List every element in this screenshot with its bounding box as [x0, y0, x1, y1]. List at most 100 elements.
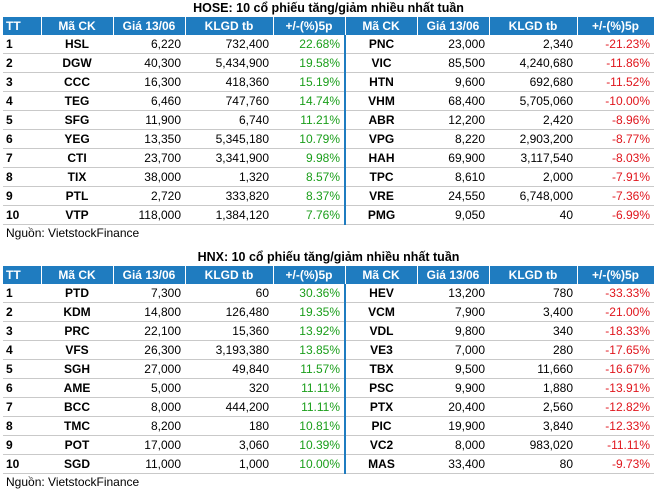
table-row: 9 PTL 2,720 333,820 8.37% VRE 24,550 6,748,000-… [3, 186, 654, 206]
up-change-pct: 8.37% [273, 186, 345, 206]
header-dn-vol: KLGD tb [489, 17, 578, 35]
down-ticker: PTX [344, 397, 417, 417]
down-volume: 80 [489, 454, 577, 474]
down-volume: 2,903,200 [489, 129, 577, 149]
up-ticker: PRC [41, 321, 113, 341]
up-ticker: CCC [41, 72, 113, 92]
up-price: 40,300 [113, 53, 185, 73]
down-volume: 340 [489, 321, 577, 341]
header-up-price: Giá 13/06 [113, 17, 186, 35]
row-tt: 8 [3, 416, 41, 436]
up-price: 6,220 [113, 35, 185, 54]
down-volume: 2,560 [489, 397, 577, 417]
up-ticker: BCC [41, 397, 113, 417]
row-tt: 9 [3, 186, 41, 206]
row-tt: 5 [3, 110, 41, 130]
table-row: 1 PTD 7,300 60 30.36% HEV 13,200 780 -33.33% [3, 284, 654, 303]
table-row: 3 PRC 22,100 15,360 13.92% VDL 9,800 340 -18.33% [3, 321, 654, 341]
up-price: 5,000 [113, 378, 185, 398]
up-volume: 747,760 [185, 91, 273, 111]
down-price: 8,220 [417, 129, 489, 149]
down-price: 7,900 [417, 302, 489, 322]
down-ticker: VE3 [344, 340, 417, 360]
down-volume: 780 [489, 284, 577, 303]
up-ticker: TIX [41, 167, 113, 187]
header-up-price: Giá 13/06 [113, 266, 186, 284]
down-volume: 5,705,060 [489, 91, 577, 111]
up-volume: 6,740 [185, 110, 273, 130]
up-change-pct: 11.11% [273, 378, 345, 398]
row-tt: 1 [3, 35, 41, 54]
hose-title: HOSE: 10 cổ phiếu tăng/giảm nhiều nhất t… [193, 1, 464, 15]
table-row: 3 CCC 16,300 418,360 15.19% HTN 9,600 692,680 -1… [3, 72, 654, 92]
up-volume: 3,193,380 [185, 340, 273, 360]
row-tt: 10 [3, 205, 41, 225]
up-change-pct: 14.74% [273, 91, 345, 111]
header-up-ck: Mã CK [41, 17, 114, 35]
header-dn-ck: Mã CK [345, 266, 418, 284]
up-price: 11,000 [113, 454, 185, 474]
up-change-pct: 11.21% [273, 110, 345, 130]
table-row: 9 POT 17,000 3,060 10.39% VC2 8,000 983,020 -11.… [3, 435, 654, 455]
down-volume: 3,117,540 [489, 148, 577, 168]
up-price: 16,300 [113, 72, 185, 92]
up-volume: 333,820 [185, 186, 273, 206]
down-volume: 280 [489, 340, 577, 360]
down-ticker: VCM [344, 302, 417, 322]
up-ticker: VTP [41, 205, 113, 225]
up-volume: 180 [185, 416, 273, 436]
row-tt: 7 [3, 148, 41, 168]
down-volume: 1,880 [489, 378, 577, 398]
up-price: 11,900 [113, 110, 185, 130]
down-price: 9,600 [417, 72, 489, 92]
hnx-section: HNX: 10 cổ phiếu tăng/giảm nhiều nhất tu… [3, 249, 655, 491]
table-row: 6 YEG 13,350 5,345,180 10.79% VPG 8,220 2,903,2… [3, 129, 654, 149]
table-row: 6 AME 5,000 320 11.11% PSC 9,900 1,880 -13.91% [3, 378, 654, 398]
up-volume: 732,400 [185, 35, 273, 54]
header-dn-price: Giá 13/06 [417, 266, 490, 284]
up-volume: 1,320 [185, 167, 273, 187]
up-price: 14,800 [113, 302, 185, 322]
down-volume: 2,340 [489, 35, 577, 54]
down-ticker: HTN [344, 72, 417, 92]
down-price: 69,900 [417, 148, 489, 168]
down-change-pct: -9.73% [577, 454, 654, 474]
down-volume: 6,748,000 [489, 186, 577, 206]
table-row: 5 SGH 27,000 49,840 11.57% TBX 9,500 11,660 -16.… [3, 359, 654, 379]
up-ticker: PTD [41, 284, 113, 303]
down-price: 9,500 [417, 359, 489, 379]
up-change-pct: 8.57% [273, 167, 345, 187]
header-dn-vol: KLGD tb [489, 266, 578, 284]
down-change-pct: -8.03% [577, 148, 654, 168]
up-price: 13,350 [113, 129, 185, 149]
up-change-pct: 10.39% [273, 435, 345, 455]
up-volume: 5,434,900 [185, 53, 273, 73]
down-change-pct: -18.33% [577, 321, 654, 341]
table-row: 7 CTI 23,700 3,341,900 9.98% HAH 69,900 3,117,5… [3, 148, 654, 168]
up-change-pct: 11.57% [273, 359, 345, 379]
table-row: 2 DGW 40,300 5,434,900 19.58% VIC 85,500 4,240,… [3, 53, 654, 73]
hnx-header-row: TT Mã CK Giá 13/06 KLGD tb +/-(%)5p Mã C… [3, 266, 655, 284]
down-ticker: VIC [344, 53, 417, 73]
up-ticker: AME [41, 378, 113, 398]
up-volume: 320 [185, 378, 273, 398]
up-change-pct: 13.85% [273, 340, 345, 360]
down-volume: 3,400 [489, 302, 577, 322]
row-tt: 4 [3, 91, 41, 111]
down-ticker: ABR [344, 110, 417, 130]
up-ticker: YEG [41, 129, 113, 149]
up-price: 17,000 [113, 435, 185, 455]
down-price: 24,550 [417, 186, 489, 206]
down-price: 8,000 [417, 435, 489, 455]
table-row: 2 KDM 14,800 126,480 19.35% VCM 7,900 3,400 -21.… [3, 302, 654, 322]
down-volume: 983,020 [489, 435, 577, 455]
down-change-pct: -13.91% [577, 378, 654, 398]
hnx-source: Nguồn: VietstockFinance [6, 475, 140, 489]
down-change-pct: -17.65% [577, 340, 654, 360]
header-up-vol: KLGD tb [185, 17, 274, 35]
up-ticker: TEG [41, 91, 113, 111]
header-dn-ck: Mã CK [345, 17, 418, 35]
up-change-pct: 10.79% [273, 129, 345, 149]
header-dn-pct: +/-(%)5p [577, 266, 655, 284]
down-change-pct: -11.86% [577, 53, 654, 73]
